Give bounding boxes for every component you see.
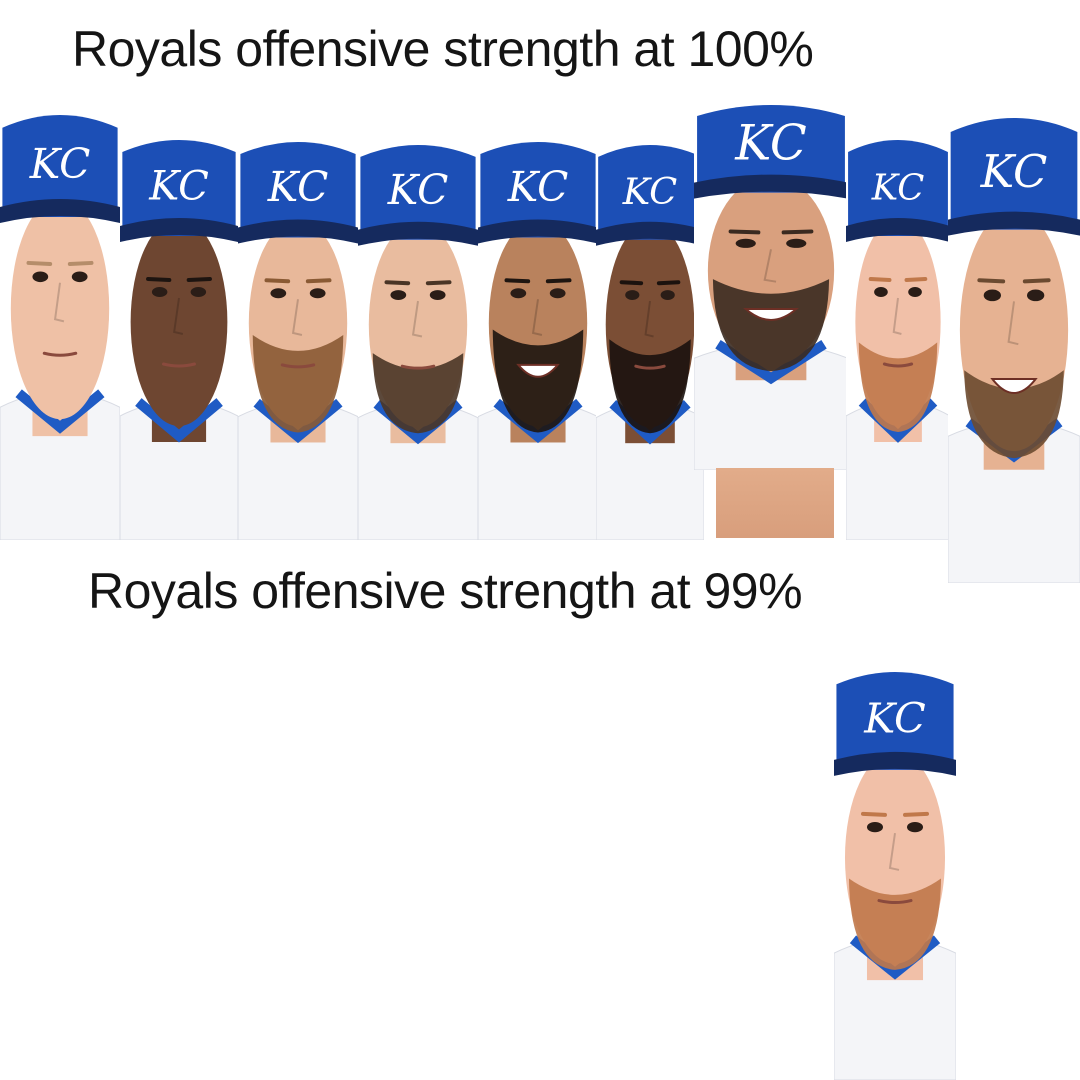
player-portrait-graphic: KC — [694, 105, 848, 470]
beard — [609, 339, 691, 434]
pasted-neck-patch — [716, 468, 834, 538]
beard — [712, 279, 830, 372]
cap — [122, 140, 236, 236]
top-row-player-photo-5: KC — [478, 142, 598, 540]
cap — [480, 142, 596, 238]
cap — [2, 115, 118, 217]
top-row-player-photo-8: KC — [846, 140, 950, 540]
beard — [848, 878, 942, 970]
player-portrait-graphic: KC — [948, 118, 1080, 583]
kc-logo: KC — [734, 115, 807, 171]
kc-logo: KC — [871, 168, 925, 209]
beard — [964, 370, 1064, 459]
top-row-player-photo-3: KC — [238, 142, 358, 540]
cap-brim — [834, 751, 956, 776]
player-portrait-graphic: KC — [834, 672, 956, 1080]
kc-logo: KC — [387, 166, 449, 214]
beard — [252, 335, 344, 433]
player-portrait-graphic: KC — [238, 142, 358, 540]
top-row-player-photo-1: KC — [0, 115, 120, 540]
kc-logo: KC — [622, 170, 678, 213]
bottom-caption: Royals offensive strength at 99% — [88, 563, 803, 619]
bottom-row-player-photo-1: KC — [834, 672, 956, 1080]
cap — [950, 118, 1078, 230]
kc-logo: KC — [267, 163, 329, 211]
top-row-player-photo-6: KC — [596, 145, 704, 540]
cap — [240, 142, 356, 238]
cap-brim — [238, 219, 358, 244]
beard — [492, 329, 584, 433]
top-row-player-photo-7: KC — [694, 105, 848, 470]
cap-brim — [948, 211, 1080, 236]
cap-brim — [0, 199, 120, 223]
jersey-collar-trim — [135, 398, 223, 443]
player-portrait-graphic: KC — [846, 140, 950, 540]
player-portrait-graphic: KC — [120, 140, 238, 540]
player-portrait-graphic: KC — [478, 142, 598, 540]
cap-brim — [358, 221, 478, 246]
beard — [858, 342, 938, 432]
top-caption: Royals offensive strength at 100% — [72, 21, 814, 77]
jersey-collar-trim — [15, 389, 105, 434]
cap — [848, 140, 948, 236]
player-portrait-graphic: KC — [0, 115, 120, 540]
cap-brim — [478, 219, 598, 244]
cap-brim — [596, 221, 704, 246]
cap-brim — [846, 218, 950, 242]
kc-logo: KC — [507, 163, 569, 211]
top-row-player-photo-9: KC — [948, 118, 1080, 583]
beard — [372, 353, 464, 434]
kc-logo: KC — [29, 140, 91, 188]
face — [130, 218, 228, 426]
face — [10, 198, 110, 420]
cap — [836, 672, 954, 770]
kc-logo: KC — [148, 164, 209, 210]
kc-logo: KC — [863, 694, 926, 743]
cap-brim — [120, 218, 238, 242]
player-portrait-graphic: KC — [358, 145, 478, 540]
cap-brim — [694, 174, 848, 199]
player-portrait-graphic: KC — [596, 145, 704, 540]
cap — [598, 145, 702, 240]
top-row-player-photo-4: KC — [358, 145, 478, 540]
kc-logo: KC — [980, 145, 1048, 198]
cap — [697, 105, 845, 193]
cap — [360, 145, 476, 240]
top-row-player-photo-2: KC — [120, 140, 238, 540]
